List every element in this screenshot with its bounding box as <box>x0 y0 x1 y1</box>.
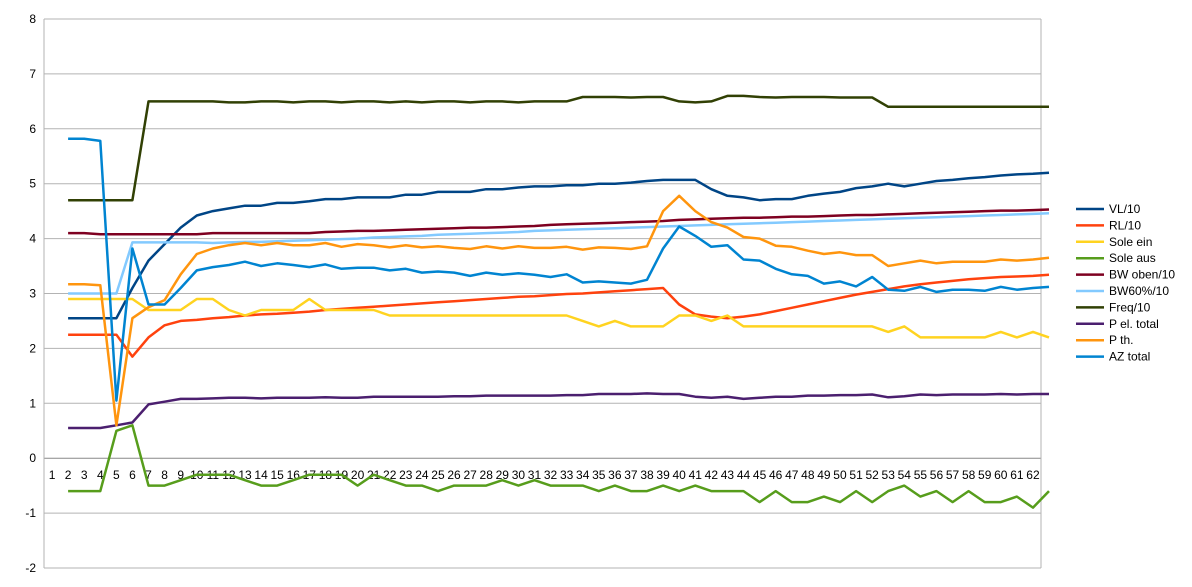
x-tick-label: 5 <box>113 468 120 482</box>
y-tick-label: 2 <box>29 341 36 355</box>
x-tick-label: 46 <box>769 468 783 482</box>
x-tick-label: 1 <box>49 468 56 482</box>
x-tick-label: 7 <box>145 468 152 482</box>
series-line-9 <box>68 137 1050 402</box>
x-tick-label: 26 <box>447 468 461 482</box>
x-axis-tick-labels: 1 2 3 4 5 6 7 8 9 10 11 12 13 14 15 16 17 18 19 20 21 22 23 24 2… <box>49 468 1040 482</box>
x-tick-label: 24 <box>415 468 429 482</box>
y-tick-label: 7 <box>29 67 36 81</box>
x-tick-label: 37 <box>624 468 638 482</box>
y-tick-label: -1 <box>25 506 36 520</box>
x-tick-label: 48 <box>801 468 815 482</box>
x-tick-label: 35 <box>592 468 606 482</box>
y-tick-label: 8 <box>29 12 36 26</box>
series-lines <box>68 94 1050 509</box>
x-tick-label: 58 <box>962 468 976 482</box>
y-tick-label: 3 <box>29 287 36 301</box>
x-tick-label: 28 <box>480 468 494 482</box>
x-tick-label: 2 <box>65 468 72 482</box>
x-tick-label: 33 <box>560 468 574 482</box>
legend-label: BW60%/10 <box>1109 284 1169 298</box>
x-tick-label: 43 <box>721 468 735 482</box>
legend-label: VL/10 <box>1109 202 1141 216</box>
x-tick-label: 45 <box>753 468 767 482</box>
series-line-8 <box>68 194 1050 427</box>
legend: VL/10 RL/10 Sole ein Sole aus BW oben/10 BW60… <box>1076 202 1175 364</box>
x-tick-label: 52 <box>865 468 879 482</box>
x-tick-label: 6 <box>129 468 136 482</box>
legend-label: AZ total <box>1109 350 1150 364</box>
y-tick-label: 4 <box>29 232 36 246</box>
x-tick-label: 49 <box>817 468 831 482</box>
legend-label: P th. <box>1109 333 1133 347</box>
x-tick-label: 57 <box>946 468 960 482</box>
x-tick-label: 29 <box>496 468 510 482</box>
x-tick-label: 51 <box>849 468 863 482</box>
legend-label: Sole aus <box>1109 251 1156 265</box>
x-tick-label: 36 <box>608 468 622 482</box>
series-line-2 <box>68 297 1050 339</box>
x-tick-label: 34 <box>576 468 590 482</box>
series-line-7 <box>68 392 1049 430</box>
x-tick-label: 54 <box>898 468 912 482</box>
x-tick-label: 39 <box>656 468 670 482</box>
legend-label: BW oben/10 <box>1109 268 1175 282</box>
x-tick-label: 30 <box>512 468 526 482</box>
y-tick-label: 6 <box>29 122 36 136</box>
x-tick-label: 15 <box>270 468 284 482</box>
y-axis-tick-labels: -2 -1 0 1 2 3 4 5 6 7 8 <box>25 12 36 575</box>
x-tick-label: 3 <box>81 468 88 482</box>
series-line-3 <box>68 424 1050 509</box>
x-tick-label: 9 <box>177 468 184 482</box>
x-tick-label: 31 <box>528 468 542 482</box>
legend-label: Sole ein <box>1109 235 1152 249</box>
x-tick-label: 42 <box>705 468 719 482</box>
x-tick-label: 56 <box>930 468 944 482</box>
x-tick-label: 60 <box>994 468 1008 482</box>
y-tick-label: 1 <box>29 396 36 410</box>
x-tick-label: 32 <box>544 468 558 482</box>
x-tick-label: 50 <box>833 468 847 482</box>
x-tick-label: 27 <box>463 468 477 482</box>
x-tick-label: 20 <box>351 468 365 482</box>
x-tick-label: 55 <box>914 468 928 482</box>
x-tick-label: 41 <box>689 468 703 482</box>
legend-label: RL/10 <box>1109 218 1141 232</box>
series-line-0 <box>68 171 1050 320</box>
x-tick-label: 4 <box>97 468 104 482</box>
series-line-5 <box>68 212 1050 295</box>
x-tick-label: 25 <box>431 468 445 482</box>
gridlines <box>43 18 1042 569</box>
series-line-6 <box>68 94 1049 202</box>
x-tick-label: 62 <box>1026 468 1040 482</box>
y-tick-label: 0 <box>29 451 36 465</box>
y-tick-label: -2 <box>25 561 36 575</box>
x-tick-label: 38 <box>640 468 654 482</box>
x-tick-label: 44 <box>737 468 751 482</box>
x-tick-label: 61 <box>1010 468 1024 482</box>
x-tick-label: 47 <box>785 468 799 482</box>
series-line-1 <box>68 273 1050 358</box>
x-tick-label: 14 <box>254 468 268 482</box>
legend-label: Freq/10 <box>1109 300 1151 314</box>
x-tick-label: 59 <box>978 468 992 482</box>
x-tick-label: 40 <box>673 468 687 482</box>
x-tick-label: 23 <box>399 468 413 482</box>
y-tick-label: 5 <box>29 177 36 191</box>
x-tick-label: 53 <box>882 468 896 482</box>
legend-label: P el. total <box>1109 317 1159 331</box>
x-tick-label: 8 <box>161 468 168 482</box>
series-line-4 <box>68 208 1050 236</box>
